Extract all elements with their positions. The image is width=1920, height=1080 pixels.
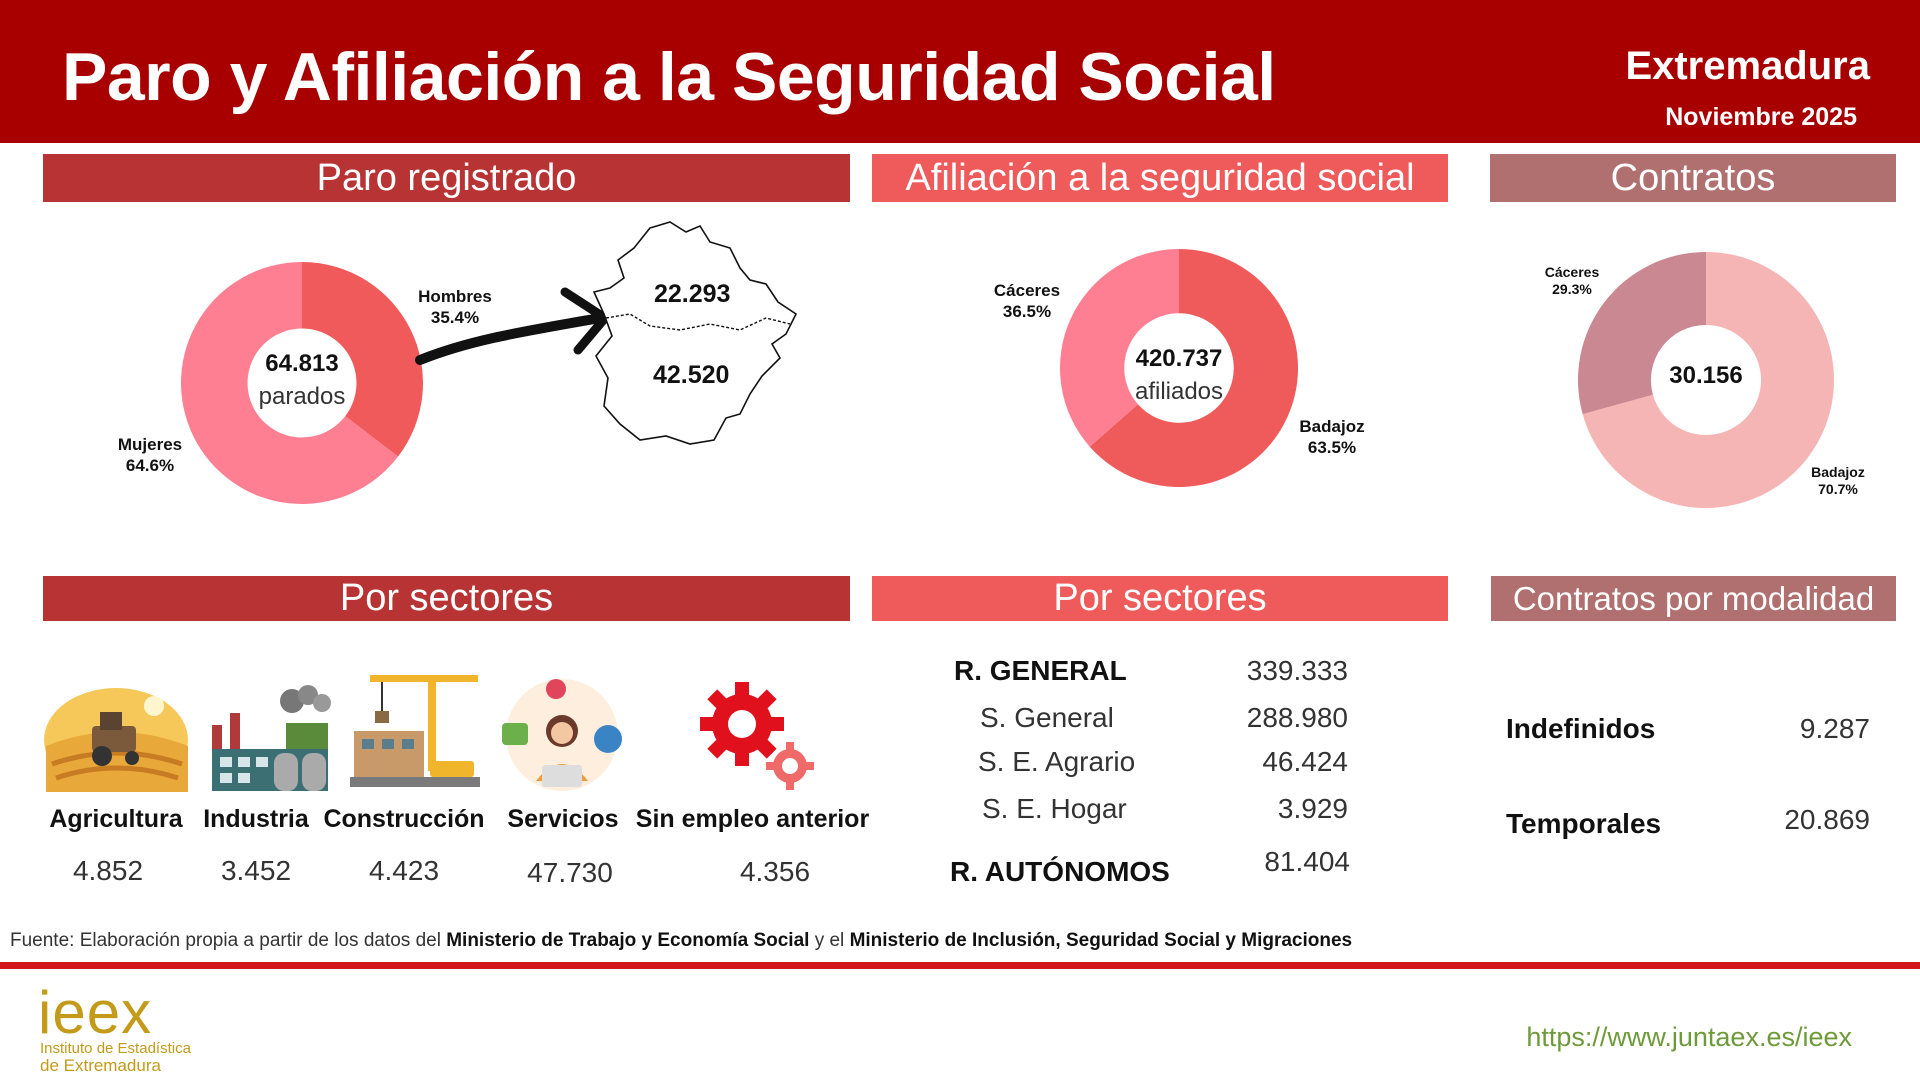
afil-row-label-s-general: S. General xyxy=(980,702,1114,733)
afiliacion-badajoz-label: Badajoz 63.5% xyxy=(1299,417,1365,457)
contratos-donut-chart xyxy=(1578,252,1834,508)
section-paro-sectores: Por sectores xyxy=(43,576,850,621)
section-contratos-modalidad: Contratos por modalidad xyxy=(1491,576,1896,621)
paro-total-value: 64.813 xyxy=(265,350,339,377)
region-label: Extremadura xyxy=(1625,44,1870,88)
sector-value-servicios: 47.730 xyxy=(527,857,613,888)
afil-row-label-r-autonomos: R. AUTÓNOMOS xyxy=(950,856,1170,887)
header-banner: Paro y Afiliación a la Seguridad Social … xyxy=(0,0,1920,143)
afil-row-label-s-e-hogar: S. E. Hogar xyxy=(982,793,1127,824)
call-center-icon xyxy=(502,679,622,791)
footer-divider xyxy=(0,962,1920,969)
contratos-indefinidos-value: 9.287 xyxy=(1799,713,1870,744)
afiliacion-slice-c-ceres xyxy=(1060,249,1179,447)
factory-icon xyxy=(212,685,331,791)
sector-value-industria: 3.452 xyxy=(220,855,292,886)
contratos-slice-badajoz xyxy=(1582,252,1834,508)
ieex-logo: ieex xyxy=(38,979,153,1046)
sector-name-sin-empleo: Sin empleo anterior xyxy=(635,805,870,833)
sector-name-industria: Industria xyxy=(203,805,309,833)
afiliacion-donut-chart xyxy=(1060,249,1298,487)
sector-value-sin-empleo: 4.356 xyxy=(739,856,811,887)
sector-name-agricultura: Agricultura xyxy=(49,805,183,833)
tractor-field-icon xyxy=(44,688,188,792)
contratos-badajoz-label: Badajoz 70.7% xyxy=(1811,464,1865,497)
paro-slice-mujeres xyxy=(180,262,399,504)
afil-row-value-r-general: 339.333 xyxy=(1246,655,1348,686)
afiliacion-total-value: 420.737 xyxy=(1135,345,1223,372)
afil-row-value-s-e-hogar: 3.929 xyxy=(1277,793,1348,824)
section-afiliacion: Afiliación a la seguridad social xyxy=(872,154,1448,202)
sector-value-construccion: 4.423 xyxy=(368,855,440,886)
contratos-caceres-label: Cáceres 29.3% xyxy=(1544,264,1600,297)
source-note: Fuente: Elaboración propia a partir de l… xyxy=(10,930,1353,951)
map-caceres-value: 22.293 xyxy=(654,280,731,308)
contratos-indefinidos-label: Indefinidos xyxy=(1506,713,1656,744)
contratos-temporales-label: Temporales xyxy=(1506,808,1662,839)
section-contratos: Contratos xyxy=(1490,154,1896,202)
afil-row-label-r-general: R. GENERAL xyxy=(954,655,1127,686)
afiliacion-slice-badajoz xyxy=(1089,249,1298,487)
arrow-icon xyxy=(415,287,610,365)
afiliacion-caceres-label: Cáceres 36.5% xyxy=(993,281,1061,321)
contratos-total-value: 30.156 xyxy=(1669,362,1743,389)
page-title: Paro y Afiliación a la Seguridad Social xyxy=(62,39,1276,115)
paro-total-unit: parados xyxy=(258,383,346,410)
afiliacion-total-unit: afiliados xyxy=(1134,378,1224,405)
paro-donut-chart xyxy=(180,262,423,504)
period-label: Noviembre 2025 xyxy=(1665,103,1857,131)
gears-icon xyxy=(700,682,814,790)
extremadura-map-icon xyxy=(592,221,798,445)
contratos-slice-c-ceres xyxy=(1578,252,1706,415)
paro-mujeres-label: Mujeres 64.6% xyxy=(117,435,183,475)
contratos-temporales-value: 20.869 xyxy=(1784,804,1870,835)
afil-row-label-s-e-agrario: S. E. Agrario xyxy=(978,746,1136,777)
website-link[interactable]: https://www.juntaex.es/ieex xyxy=(1526,1022,1852,1052)
ieex-logo-line2: de Extremadura xyxy=(40,1056,161,1075)
map-badajoz-value: 42.520 xyxy=(653,361,730,389)
afil-row-value-r-autonomos: 81.404 xyxy=(1264,846,1350,877)
afil-row-value-s-general: 288.980 xyxy=(1246,702,1348,733)
sector-value-agricultura: 4.852 xyxy=(72,855,144,886)
section-paro-registrado: Paro registrado xyxy=(43,154,850,202)
paro-hombres-label: Hombres 35.4% xyxy=(418,287,492,327)
section-afiliacion-sectores: Por sectores xyxy=(872,576,1448,621)
afil-row-value-s-e-agrario: 46.424 xyxy=(1262,746,1348,777)
ieex-logo-line1: Instituto de Estadística xyxy=(40,1040,191,1057)
paro-slice-hombres xyxy=(302,262,423,457)
sector-name-servicios: Servicios xyxy=(507,805,619,833)
sector-name-construccion: Construcción xyxy=(323,805,485,833)
crane-construction-icon xyxy=(350,675,480,787)
